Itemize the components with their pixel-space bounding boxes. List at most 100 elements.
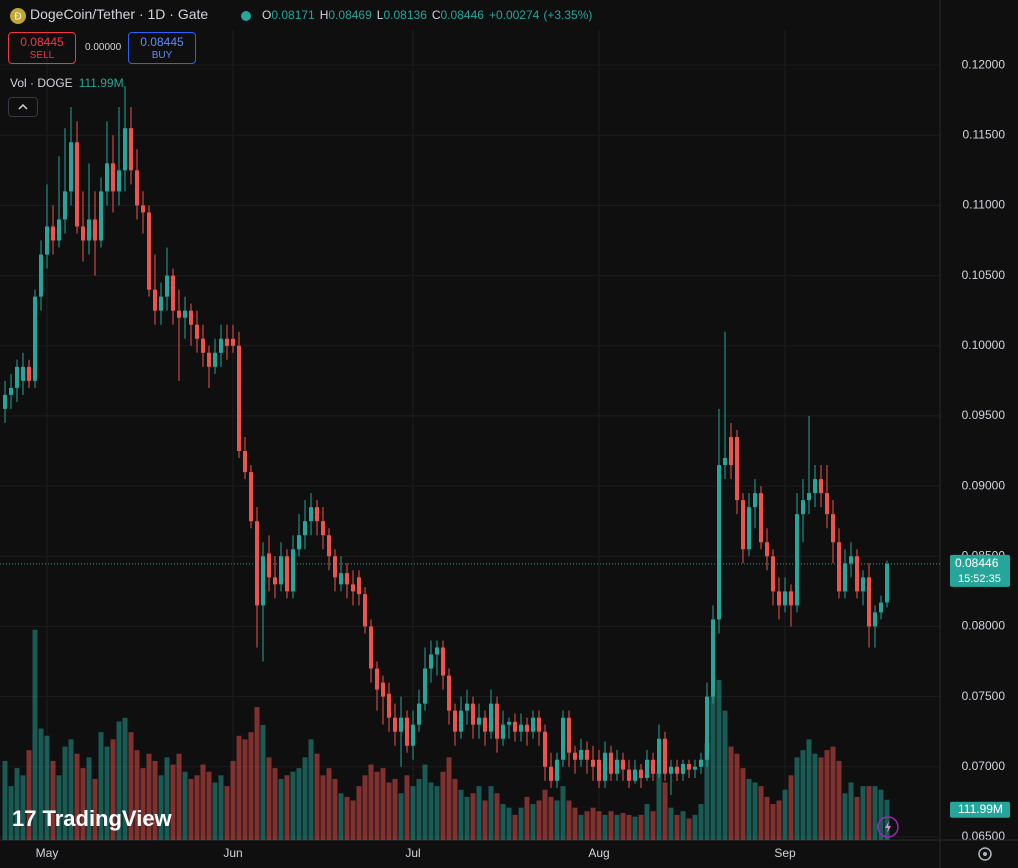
candle-body: [831, 514, 835, 543]
volume-bar: [554, 800, 560, 840]
candle-body: [345, 573, 349, 585]
candle-body: [303, 521, 307, 536]
volume-bar: [644, 804, 650, 840]
volume-bar: [338, 793, 344, 840]
volume-bar: [398, 793, 404, 840]
spread: 0.00000: [85, 42, 122, 53]
candle-body: [201, 338, 205, 353]
candle-body: [129, 128, 133, 171]
candle-body: [801, 500, 805, 515]
candle-body: [327, 535, 331, 557]
candle-body: [93, 219, 97, 241]
candle-body: [387, 693, 391, 718]
volume-bar: [656, 771, 662, 840]
volume-bar: [224, 786, 230, 840]
candle-body: [393, 717, 397, 732]
volume-bar: [308, 739, 314, 840]
candle-body: [639, 769, 643, 779]
volume-bar: [830, 746, 836, 840]
candle-body: [411, 724, 415, 746]
candle-body: [441, 647, 445, 676]
symbol-title[interactable]: DogeCoin/Tether · 1D · Gate: [30, 6, 209, 22]
candle-body: [315, 507, 319, 522]
volume-bar: [20, 775, 26, 840]
volume-bar: [98, 732, 104, 840]
candle-body: [669, 766, 673, 774]
candle-body: [837, 542, 841, 592]
candle-body: [507, 721, 511, 725]
volume-bar: [650, 811, 656, 840]
candle-body: [513, 721, 517, 732]
volume-bar: [158, 775, 164, 840]
volume-bar: [320, 775, 326, 840]
volume-bar: [722, 710, 728, 840]
candle-body: [273, 577, 277, 585]
volume-bar: [578, 814, 584, 840]
volume-bar: [14, 768, 20, 840]
candle-body: [27, 366, 31, 381]
y-tick-label: 0.12000: [962, 57, 1006, 71]
candle-body: [735, 436, 739, 501]
candle-body: [81, 226, 85, 241]
candle-body: [321, 521, 325, 536]
buy-button[interactable]: 0.08445 BUY: [128, 32, 196, 64]
volume-bar: [326, 768, 332, 840]
volume-bar: [596, 811, 602, 840]
volume-bar: [548, 796, 554, 840]
candle-body: [459, 710, 463, 732]
settings-icon[interactable]: [976, 845, 994, 863]
candle-body: [165, 275, 169, 297]
candle-body: [723, 458, 727, 466]
candle-body: [177, 310, 181, 318]
candle-body: [183, 310, 187, 318]
legend-value: 0.08136: [383, 8, 427, 22]
candle-body: [381, 682, 385, 697]
y-tick-label: 0.09000: [962, 478, 1006, 492]
volume-bar: [584, 811, 590, 840]
candle-body: [39, 254, 43, 297]
volume-bar: [608, 811, 614, 840]
sell-price: 0.08445: [20, 35, 64, 49]
volume-bar: [620, 813, 626, 840]
candle-body: [789, 591, 793, 606]
status-dot: [241, 11, 251, 21]
volume-bar: [464, 796, 470, 840]
candle-body: [75, 142, 79, 227]
collapse-button[interactable]: [8, 97, 38, 117]
candle-body: [873, 612, 877, 627]
volume-bar: [872, 786, 878, 840]
volume-bar: [104, 746, 110, 840]
candle-body: [123, 128, 127, 171]
volume-bar: [542, 789, 548, 840]
sell-button[interactable]: 0.08445 SELL: [8, 32, 76, 64]
legend-value: 0.08469: [328, 8, 372, 22]
volume-bar: [2, 760, 8, 840]
candle-body: [453, 710, 457, 732]
volume-bar: [206, 771, 212, 840]
volume-bar: [746, 778, 752, 840]
x-tick-label: Jun: [223, 846, 242, 860]
volume-bar: [284, 775, 290, 840]
candle-body: [555, 759, 559, 781]
lightning-icon[interactable]: [876, 815, 900, 839]
volume-bar: [434, 786, 440, 840]
candle-body: [69, 142, 73, 192]
volume-bar: [884, 799, 890, 840]
candle-body: [585, 749, 589, 760]
volume-bar: [92, 778, 98, 840]
volume-bar: [494, 793, 500, 840]
candle-body: [537, 717, 541, 732]
volume-value: 111.99M: [78, 76, 124, 90]
candle-body: [687, 763, 691, 770]
candle-body: [435, 647, 439, 655]
price-tag-value: 0.08446: [955, 556, 999, 570]
volume-bar: [140, 768, 146, 840]
volume-bar: [296, 768, 302, 840]
candle-body: [543, 731, 547, 767]
volume-bar: [416, 778, 422, 840]
brand-logo[interactable]: 17 TradingView: [12, 806, 172, 831]
candle-body: [717, 465, 721, 620]
volume-bar: [812, 753, 818, 840]
candle-body: [771, 556, 775, 592]
volume-title: Vol · DOGE: [10, 76, 73, 90]
